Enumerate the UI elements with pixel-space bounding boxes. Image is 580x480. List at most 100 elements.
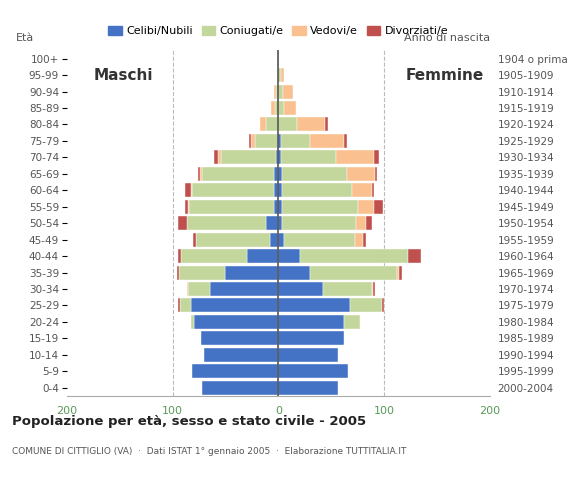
Bar [358,200,374,214]
Bar [336,150,374,164]
Bar [202,167,274,181]
Bar [198,167,200,181]
Bar [278,315,344,329]
Bar [408,249,421,263]
Bar [193,233,196,247]
Bar [347,167,375,181]
Bar [271,101,276,115]
Bar [190,200,274,214]
Bar [201,331,278,346]
Legend: Celibi/Nubili, Coniugati/e, Vedovi/e, Divorziati/e: Celibi/Nubili, Coniugati/e, Vedovi/e, Di… [104,22,453,41]
Bar [278,101,284,115]
Bar [278,134,281,148]
Bar [194,315,278,329]
Bar [374,200,383,214]
Bar [372,183,374,197]
Bar [270,233,278,247]
Bar [278,265,310,279]
Bar [179,265,226,279]
Bar [278,282,323,296]
Bar [281,167,347,181]
Bar [278,249,299,263]
Bar [284,101,296,115]
Bar [278,200,281,214]
Bar [278,299,350,312]
Bar [366,216,372,230]
Text: Anno di nascita: Anno di nascita [404,34,490,44]
Bar [204,348,278,362]
Bar [397,265,399,279]
Bar [274,183,278,197]
Bar [187,216,266,230]
Text: COMUNE DI CITTIGLIO (VA)  ·  Dati ISTAT 1° gennaio 2005  ·  Elaborazione TUTTITA: COMUNE DI CITTIGLIO (VA) · Dati ISTAT 1°… [12,446,406,456]
Bar [276,84,278,98]
Bar [281,216,356,230]
Bar [251,134,255,148]
Bar [282,84,293,98]
Bar [226,265,278,279]
Bar [325,118,328,132]
Bar [191,364,278,378]
Bar [180,299,191,312]
Bar [354,233,363,247]
Bar [200,167,202,181]
Bar [382,299,384,312]
Bar [281,183,353,197]
Bar [278,183,281,197]
Bar [323,282,372,296]
Bar [284,233,354,247]
Bar [298,118,325,132]
Bar [281,134,310,148]
Bar [363,233,366,247]
Bar [278,348,338,362]
Bar [344,315,360,329]
Bar [266,118,278,132]
Bar [191,299,278,312]
Bar [178,299,180,312]
Bar [278,52,280,66]
Bar [188,282,209,296]
Bar [177,265,179,279]
Bar [274,200,278,214]
Bar [260,118,266,132]
Bar [255,134,278,148]
Bar [185,200,188,214]
Bar [278,364,348,378]
Bar [353,183,372,197]
Bar [278,150,281,164]
Bar [276,150,278,164]
Bar [191,183,274,197]
Bar [281,68,284,82]
Bar [350,299,382,312]
Bar [356,216,366,230]
Bar [178,249,181,263]
Bar [278,216,281,230]
Bar [191,315,194,329]
Bar [278,84,282,98]
Bar [188,200,190,214]
Bar [374,150,379,164]
Bar [344,134,347,148]
Bar [202,381,278,395]
Bar [278,118,298,132]
Bar [266,216,278,230]
Bar [278,331,344,346]
Bar [372,282,375,296]
Bar [278,381,338,395]
Bar [299,249,408,263]
Bar [310,265,397,279]
Bar [281,150,336,164]
Text: Popolazione per età, sesso e stato civile - 2005: Popolazione per età, sesso e stato civil… [12,415,366,428]
Bar [249,134,251,148]
Bar [278,68,281,82]
Text: Maschi: Maschi [93,68,153,83]
Bar [187,282,188,296]
Bar [185,183,191,197]
Bar [178,216,187,230]
Bar [278,233,284,247]
Text: Età: Età [16,34,34,44]
Bar [276,101,278,115]
Bar [281,200,358,214]
Text: Femmine: Femmine [405,68,484,83]
Bar [209,282,278,296]
